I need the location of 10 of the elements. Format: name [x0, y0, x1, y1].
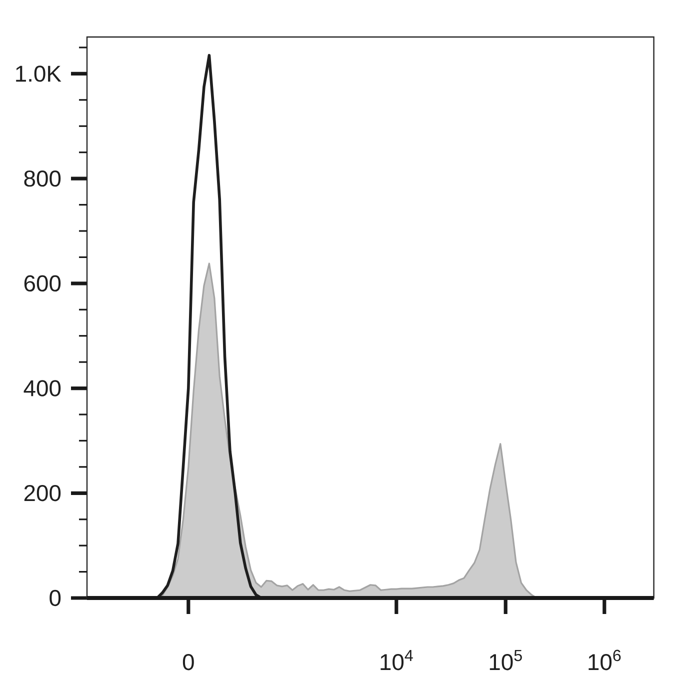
y-tick-label: 200 — [24, 485, 61, 502]
y-tick-label: 0 — [50, 590, 61, 606]
y-tick-label: 1.0K — [16, 66, 62, 82]
y-tick-label: 400 — [24, 380, 61, 396]
x-tick-label: 10$^{5}$ — [490, 650, 522, 670]
x-tick-label: 0 — [182, 654, 194, 670]
y-tick-label: 600 — [24, 275, 61, 292]
x-tick-label: 10$^{6}$ — [588, 650, 621, 670]
x-tick-label: 10$^{4}$ — [380, 650, 413, 670]
y-tick-label: 800 — [24, 170, 61, 187]
